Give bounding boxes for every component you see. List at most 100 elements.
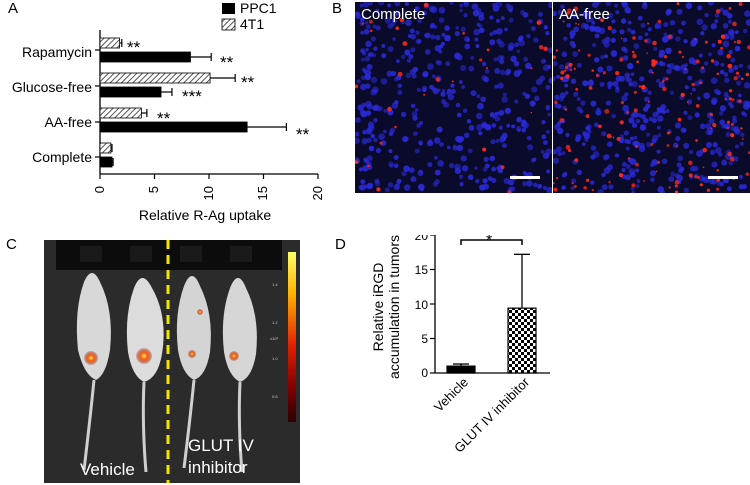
bar-glut-iv-inhibitor [507,307,537,374]
nucleus-dot [397,89,403,95]
nucleus-dot [728,49,733,55]
nucleus-dot [675,36,681,42]
signal-dot [559,117,565,123]
nucleus-dot [566,23,572,28]
significance-mark: ** [157,109,171,128]
signal-dot [399,17,405,23]
nucleus-dot [553,10,557,17]
nucleus-dot [460,26,466,32]
nucleus-dot [546,186,552,193]
nucleus-dot [731,115,737,121]
signal-dot [687,101,689,103]
nucleus-dot [450,83,455,88]
signal-dot [695,139,698,142]
micrograph-cells [553,2,750,193]
nucleus-dot [639,76,645,82]
nucleus-dot [580,100,586,106]
category-label-rapamycin: Rapamycin [22,44,92,60]
nucleus-dot [629,171,636,178]
nucleus-dot [528,19,533,24]
y-tick-label: 20 [415,235,429,243]
nucleus-dot [575,134,582,141]
nucleus-dot [428,5,436,13]
nucleus-dot [597,28,602,33]
nucleus-dot [637,35,643,41]
nucleus-dot [742,184,748,190]
signal-dot [710,127,713,130]
nucleus-dot [543,140,548,146]
nucleus-dot [719,69,725,75]
nucleus-dot [391,71,397,77]
mouse [176,276,211,469]
nucleus-dot [368,52,374,58]
nucleus-dot [508,17,514,23]
signal-dot [500,165,505,169]
nucleus-dot [635,118,641,124]
nucleus-dot [513,70,521,77]
signal-dot [565,144,571,150]
nucleus-dot [654,22,662,30]
signal-dot [730,122,734,126]
nucleus-dot [447,88,452,93]
nucleus-dot [380,77,388,85]
category-label-vehicle: Vehicle [431,375,471,415]
nucleus-dot [463,132,470,139]
signal-dot [731,98,735,102]
nucleus-dot [386,70,393,77]
signal-dot [674,190,679,193]
nucleus-dot [405,72,412,79]
signal-dot [667,34,673,40]
nucleus-dot [436,88,441,93]
nucleus-dot [370,36,376,42]
signal-dot [716,72,720,76]
signal-dot [585,114,590,119]
significance-mark: ** [127,38,141,57]
nucleus-dot [375,8,380,13]
x-axis-title: Relative R-Ag uptake [139,207,272,223]
nucleus-dot [713,60,720,66]
nucleus-dot [461,165,469,172]
nucleus-dot [625,146,630,151]
holder-slot [130,246,152,262]
micrograph-label-aa-free: AA-free [559,6,610,23]
signal-dot [704,40,708,44]
nucleus-dot [669,19,676,26]
colorbar-tick: 1.0 [272,356,278,361]
nucleus-dot [500,16,505,20]
nucleus-dot [365,83,371,89]
signal-dot [655,170,658,173]
nucleus-dot [466,118,472,124]
nucleus-dot [630,72,635,77]
signal-dot [563,69,567,72]
nucleus-dot [666,63,671,68]
signal-dot [423,2,429,8]
nucleus-dot [429,23,435,29]
nucleus-dot [600,55,605,60]
uptake-bar-chart: PPC1 4T1 0 5 10 15 20 Relative R-Ag upta… [12,0,325,223]
nucleus-dot [658,60,664,66]
signal-dot [633,108,638,113]
nucleus-dot [482,61,487,67]
signal-dot [694,38,697,41]
colorbar [288,252,296,422]
nucleus-dot [362,130,367,135]
nucleus-dot [514,99,519,104]
nucleus-dot [733,64,739,71]
nucleus-dot [627,27,632,33]
nucleus-dot [554,94,560,100]
nucleus-dot [717,49,724,56]
nucleus-dot [438,17,445,23]
nucleus-dot [558,64,565,70]
nucleus-dot [478,24,483,29]
x-tick-label: 5 [146,186,161,193]
nucleus-dot [632,111,639,118]
signal-dot [591,188,595,192]
nucleus-dot [677,155,684,162]
signal-dot [726,53,731,59]
nucleus-dot [681,20,687,26]
nucleus-dot [459,182,464,187]
nucleus-dot [647,90,652,95]
nucleus-dot [413,131,419,137]
nucleus-dot [719,7,724,12]
nucleus-dot [576,62,582,68]
